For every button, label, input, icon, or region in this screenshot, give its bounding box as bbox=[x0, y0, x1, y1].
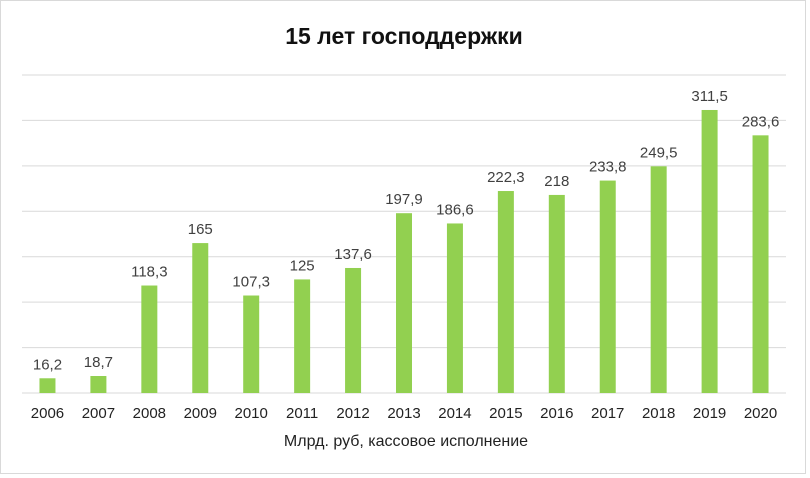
x-tick-label: 2013 bbox=[387, 405, 420, 422]
value-label: 186,6 bbox=[436, 201, 474, 218]
value-label: 311,5 bbox=[691, 88, 727, 105]
bar-2014 bbox=[446, 223, 463, 393]
value-label: 197,9 bbox=[385, 191, 423, 208]
x-axis-ticks: 2006 2007 2008 2009 2010 2011 2012 2013 2014 2015… bbox=[31, 405, 777, 422]
bar-2015 bbox=[497, 191, 514, 393]
value-label: 107,3 bbox=[232, 274, 270, 291]
bar-2012 bbox=[345, 267, 362, 393]
x-tick-label: 2017 bbox=[591, 405, 624, 422]
bar-2008 bbox=[141, 285, 158, 393]
x-tick-label: 2014 bbox=[438, 405, 471, 422]
value-label: 249,5 bbox=[640, 144, 678, 161]
x-tick-label: 2006 bbox=[31, 405, 64, 422]
bar-2020 bbox=[752, 135, 769, 393]
value-label: 16,2 bbox=[33, 356, 62, 373]
value-label: 218 bbox=[544, 173, 569, 190]
value-label: 125 bbox=[290, 257, 315, 274]
x-tick-label: 2016 bbox=[540, 405, 573, 422]
x-tick-label: 2015 bbox=[489, 405, 522, 422]
x-tick-label: 2007 bbox=[82, 405, 115, 422]
x-tick-label: 2010 bbox=[235, 405, 268, 422]
bar-2011 bbox=[294, 279, 311, 393]
bar-2016 bbox=[548, 194, 565, 393]
x-tick-label: 2018 bbox=[642, 405, 675, 422]
bar-2010 bbox=[243, 295, 260, 393]
value-label: 18,7 bbox=[84, 354, 113, 371]
x-tick-label: 2008 bbox=[133, 405, 166, 422]
x-tick-label: 2012 bbox=[336, 405, 369, 422]
bar-2013 bbox=[396, 213, 412, 393]
value-label: 137,6 bbox=[334, 246, 372, 263]
bar-2006 bbox=[39, 378, 56, 393]
bar-2017 bbox=[599, 180, 616, 393]
x-tick-label: 2019 bbox=[693, 405, 726, 422]
value-label: 233,8 bbox=[589, 159, 627, 176]
chart-title: 15 лет господдержки bbox=[285, 23, 523, 49]
x-tick-label: 2009 bbox=[184, 405, 217, 422]
value-label: 118,3 bbox=[131, 264, 167, 281]
bar-2007 bbox=[90, 376, 107, 393]
value-label: 283,6 bbox=[742, 113, 780, 130]
value-label: 222,3 bbox=[487, 169, 525, 186]
bar-2019 bbox=[701, 109, 718, 393]
bars bbox=[39, 109, 769, 393]
x-tick-label: 2011 bbox=[286, 405, 318, 422]
bar-2018 bbox=[650, 166, 667, 393]
value-labels: 16,2 18,7 118,3 165 107,3 125 137,6 197,9 186,6 2… bbox=[33, 88, 779, 373]
x-tick-label: 2020 bbox=[744, 405, 777, 422]
bar-2009 bbox=[192, 243, 209, 393]
x-axis-label: Млрд. руб, кассовое исполнение bbox=[284, 433, 528, 450]
value-label: 165 bbox=[188, 221, 213, 238]
